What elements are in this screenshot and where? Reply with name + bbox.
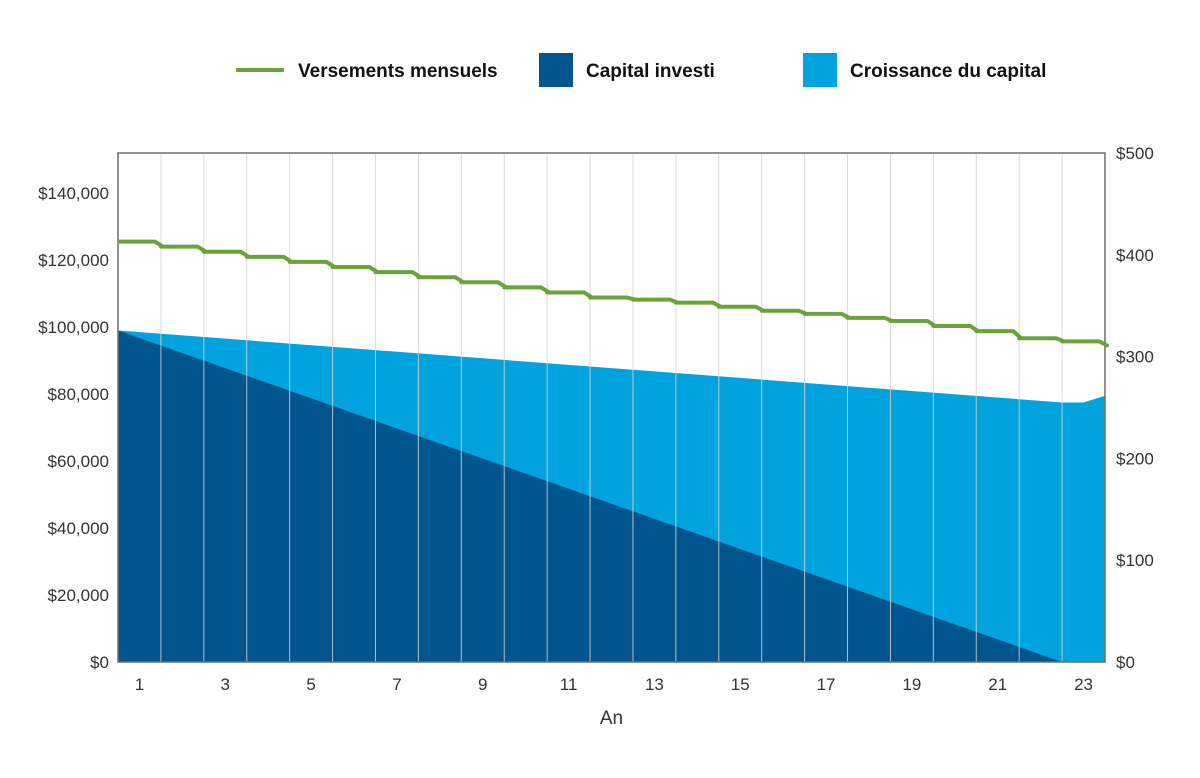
legend-label-croissance-du-capital: Croissance du capital: [850, 61, 1046, 82]
y-left-tick-label: $100,000: [38, 318, 109, 337]
y-right-tick-label: $0: [1116, 653, 1135, 672]
y-right-tick-label: $500: [1116, 144, 1154, 163]
x-tick-label: 3: [221, 675, 230, 694]
x-tick-label: 11: [560, 675, 578, 694]
legend-swatch-capital-investi: [539, 53, 573, 87]
y-right-tick-label: $300: [1116, 348, 1154, 367]
y-left-tick-label: $60,000: [48, 452, 109, 471]
x-tick-label: 17: [817, 675, 836, 694]
plot-frame: [117, 152, 1106, 663]
y-left-tick-label: $0: [90, 653, 109, 672]
x-tick-label: 7: [392, 675, 401, 694]
x-tick-label: 13: [645, 675, 664, 694]
x-axis-title: An: [600, 708, 623, 729]
y-left-tick-label: $140,000: [38, 184, 109, 203]
y-left-tick-label: $20,000: [48, 586, 109, 605]
line-versements-mensuels: [118, 239, 1109, 348]
x-tick-label: 21: [988, 675, 1007, 694]
x-tick-label: 19: [902, 675, 921, 694]
y-right-tick-label: $400: [1116, 246, 1154, 265]
y-left-tick-label: $40,000: [48, 519, 109, 538]
legend-label-versements-mensuels: Versements mensuels: [298, 61, 498, 82]
x-tick-label: 9: [478, 675, 487, 694]
y-right-tick-label: $200: [1116, 449, 1154, 468]
x-tick-label: 5: [306, 675, 315, 694]
y-left-tick-label: $80,000: [48, 385, 109, 404]
legend-swatch-croissance-du-capital: [803, 53, 837, 87]
x-tick-label: 15: [731, 675, 750, 694]
legend-label-capital-investi: Capital investi: [586, 61, 715, 82]
y-right-tick-label: $100: [1116, 551, 1154, 570]
y-left-tick-label: $120,000: [38, 251, 109, 270]
x-tick-label: 23: [1074, 675, 1093, 694]
x-tick-label: 1: [135, 675, 144, 694]
